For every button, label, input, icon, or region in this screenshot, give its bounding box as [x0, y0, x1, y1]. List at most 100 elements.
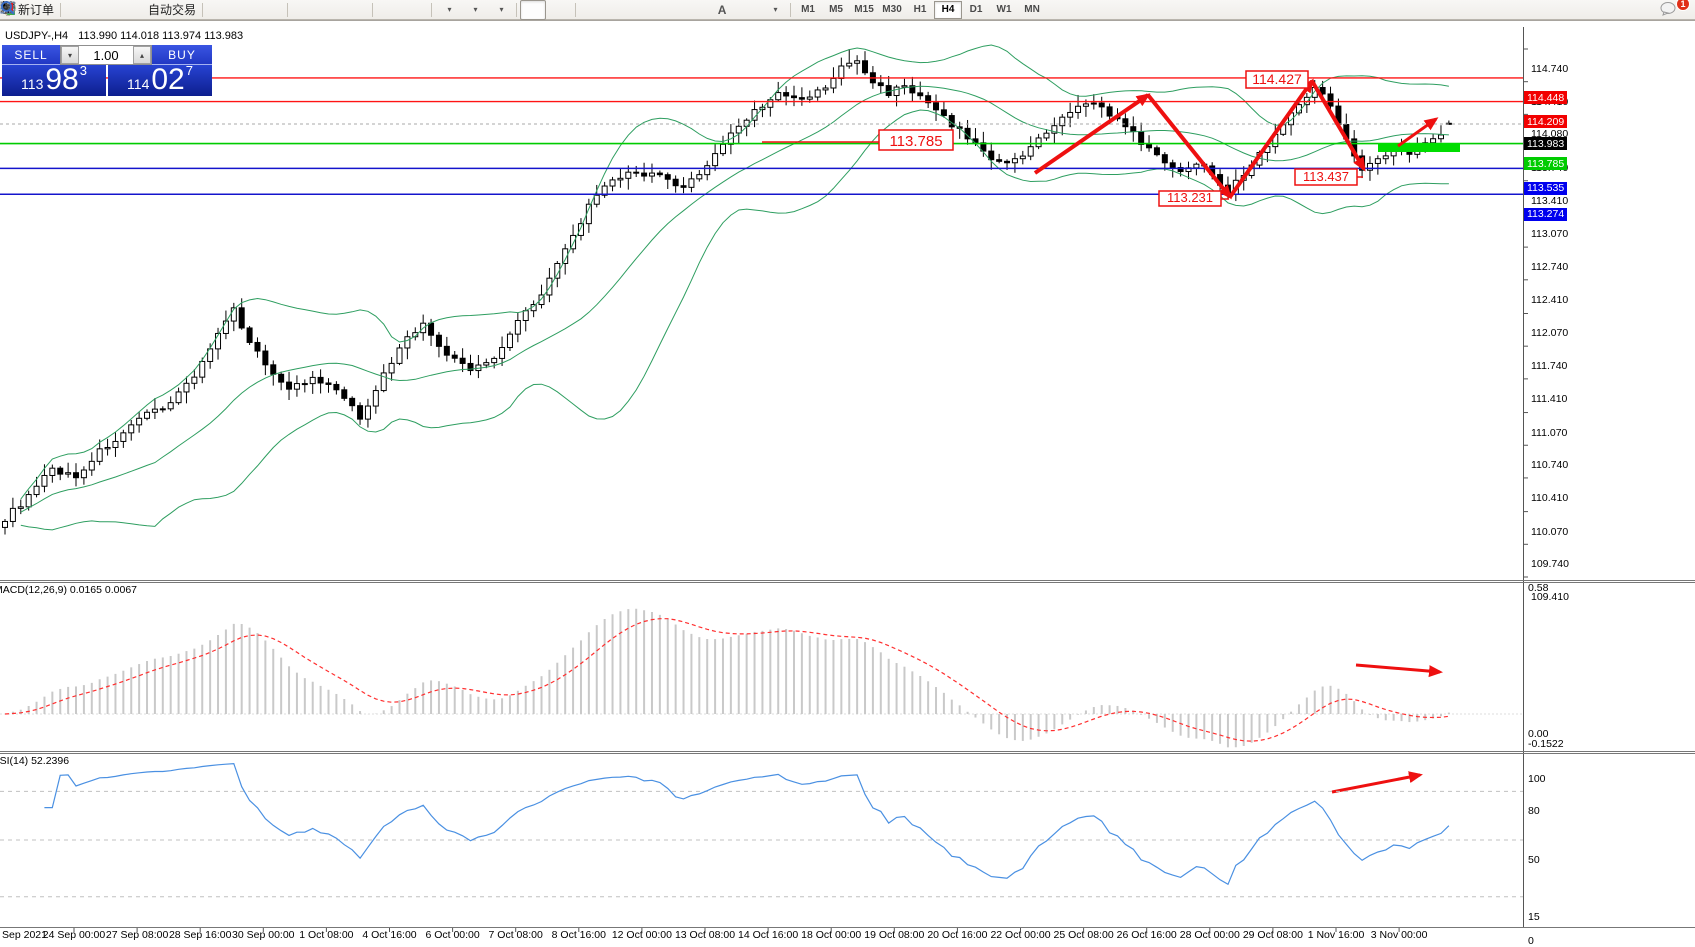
caret-down-icon: ▾ — [499, 5, 504, 14]
shapes-button[interactable]: ▾ — [2, 0, 787, 20]
rsi-axis-level: 100 — [1528, 773, 1546, 785]
time-tick: Sep 2021 — [2, 929, 47, 941]
caret-down-icon: ▾ — [473, 5, 478, 14]
price-tick: 113.410 — [1531, 194, 1569, 207]
price-tick: 112.740 — [1531, 261, 1569, 274]
separator — [287, 2, 289, 17]
crosshair-button[interactable] — [1, 0, 572, 20]
chart-canvas[interactable]: 114.427 113.785 113.231 113.437 — [0, 21, 1695, 943]
macd-axis-max: 0.58 — [1528, 582, 1549, 594]
timeframe-m1[interactable]: M1 — [801, 4, 815, 15]
signals-button[interactable] — [0, 0, 142, 20]
price-tick: 111.410 — [1531, 392, 1568, 405]
sell-button[interactable]: SELL — [2, 45, 60, 65]
chart-candles-button[interactable] — [1, 0, 258, 20]
time-tick: 8 Oct 16:00 — [551, 929, 606, 941]
price-level-badge: 113.535 — [1524, 181, 1567, 195]
time-tick: 3 Nov 00:00 — [1370, 929, 1428, 941]
price-tick: 112.410 — [1531, 293, 1569, 306]
price-annotation — [1245, 70, 1309, 89]
notifications-button[interactable]: 1 — [1659, 0, 1690, 20]
time-tick: 25 Oct 08:00 — [1053, 929, 1114, 941]
buy-price-big: 02 — [151, 63, 185, 96]
time-tick: 19 Oct 08:00 — [864, 929, 925, 941]
timeframe-h1[interactable]: H1 — [913, 4, 927, 15]
time-tick: 22 Oct 00:00 — [990, 929, 1051, 941]
new-order-label: 新订单 — [18, 3, 55, 17]
timeframe-d1[interactable]: D1 — [969, 4, 983, 15]
text-label-button[interactable]: T — [0, 0, 761, 20]
notification-badge: 1 — [1676, 0, 1690, 11]
price-annotation — [1158, 190, 1222, 207]
volume-control: ▾ 1.00 ▴ — [60, 45, 152, 65]
cursor-button[interactable] — [3, 0, 547, 20]
sell-price[interactable]: 113 98 3 — [2, 63, 106, 96]
rsi-axis-level: 50 — [1528, 854, 1540, 866]
separator — [372, 2, 374, 17]
templates-button[interactable]: ▾ — [0, 0, 513, 20]
price-tick: 109.410 — [1531, 590, 1569, 603]
rsi-axis-level: 15 — [1528, 910, 1540, 923]
chart-line-button[interactable] — [0, 0, 284, 20]
buy-price[interactable]: 114 02 7 — [108, 63, 212, 96]
text-icon: A — [717, 2, 727, 17]
profiles-button[interactable] — [1, 0, 90, 20]
timeframe-w1[interactable]: W1 — [996, 4, 1012, 15]
timeframe-m30[interactable]: M30 — [882, 4, 902, 15]
time-tick: 14 Oct 16:00 — [738, 929, 799, 941]
tile-windows-button[interactable] — [0, 0, 369, 20]
volume-decrease-button[interactable]: ▾ — [61, 46, 79, 64]
periods-button[interactable]: ▾ — [1, 0, 487, 20]
autotrade-button[interactable]: 自动交易 — [1, 0, 199, 20]
toolbar: 新订单 自动交易 — [0, 0, 1695, 20]
chart-window[interactable]: 114.427 113.785 113.231 113.437 USDJPY-,H4 1… — [0, 20, 1695, 947]
separator — [790, 2, 792, 17]
separator — [202, 2, 204, 17]
price-level-badge: 113.274 — [1524, 207, 1567, 221]
price-tick: 110.740 — [1531, 459, 1569, 472]
channel-button[interactable]: E — [0, 0, 683, 20]
time-tick: 30 Sep 00:00 — [232, 929, 295, 941]
zoom-in-button[interactable] — [1, 0, 317, 20]
market-watch-button[interactable] — [1, 0, 116, 20]
svg-text:113.437: 113.437 — [1303, 169, 1349, 184]
search-button[interactable] — [1, 0, 1653, 20]
sell-price-small: 113 — [21, 76, 44, 92]
price-tick: 110.070 — [1531, 525, 1569, 538]
time-tick: 1 Oct 08:00 — [299, 929, 354, 941]
new-order-button[interactable]: 新订单 — [0, 0, 57, 20]
timeframe-h4[interactable]: H4 — [934, 0, 963, 19]
horizontal-line-button[interactable] — [1, 0, 631, 20]
buy-price-sup: 7 — [185, 63, 193, 78]
fibonacci-button[interactable]: F — [1, 0, 709, 20]
svg-text:113.231: 113.231 — [1167, 190, 1213, 205]
one-click-trading-panel: SELL ▾ 1.00 ▴ BUY 113 98 3 114 02 7 — [2, 45, 212, 96]
sell-price-big: 98 — [45, 63, 79, 96]
macd-axis-min: -0.1522 — [1528, 738, 1564, 750]
chart-bars-button[interactable] — [2, 0, 232, 20]
indicators-button[interactable]: ▾ — [0, 0, 461, 20]
timeframe-m5[interactable]: M5 — [829, 4, 843, 15]
timeframe-m15[interactable]: M15 — [854, 4, 874, 15]
buy-button[interactable]: BUY — [152, 45, 212, 65]
price-tick: 111.740 — [1531, 360, 1568, 373]
trendline-button[interactable] — [1, 0, 657, 20]
volume-increase-button[interactable]: ▴ — [133, 46, 151, 64]
price-level-badge: 114.209 — [1524, 115, 1567, 129]
svg-text:114.427: 114.427 — [1252, 71, 1302, 87]
caret-down-icon: ▾ — [447, 5, 452, 14]
separator — [516, 2, 518, 17]
price-tick: 112.070 — [1531, 327, 1569, 340]
text-button[interactable]: A — [709, 0, 735, 20]
timeframe-mn[interactable]: MN — [1024, 4, 1040, 15]
vertical-line-button[interactable] — [5, 0, 605, 20]
timeframe-buttons: M1 M5 M15 M30 H1 H4 D1 W1 MN — [794, 0, 1046, 19]
zoom-out-button[interactable] — [1, 0, 343, 20]
time-tick: 18 Oct 00:00 — [801, 929, 862, 941]
time-tick: 20 Oct 16:00 — [927, 929, 988, 941]
time-tick: 6 Oct 00:00 — [425, 929, 480, 941]
auto-scroll-button[interactable] — [3, 0, 402, 20]
chart-shift-button[interactable] — [4, 0, 428, 20]
price-level-badge: 113.983 — [1524, 137, 1567, 151]
volume-input[interactable]: 1.00 — [93, 47, 119, 63]
